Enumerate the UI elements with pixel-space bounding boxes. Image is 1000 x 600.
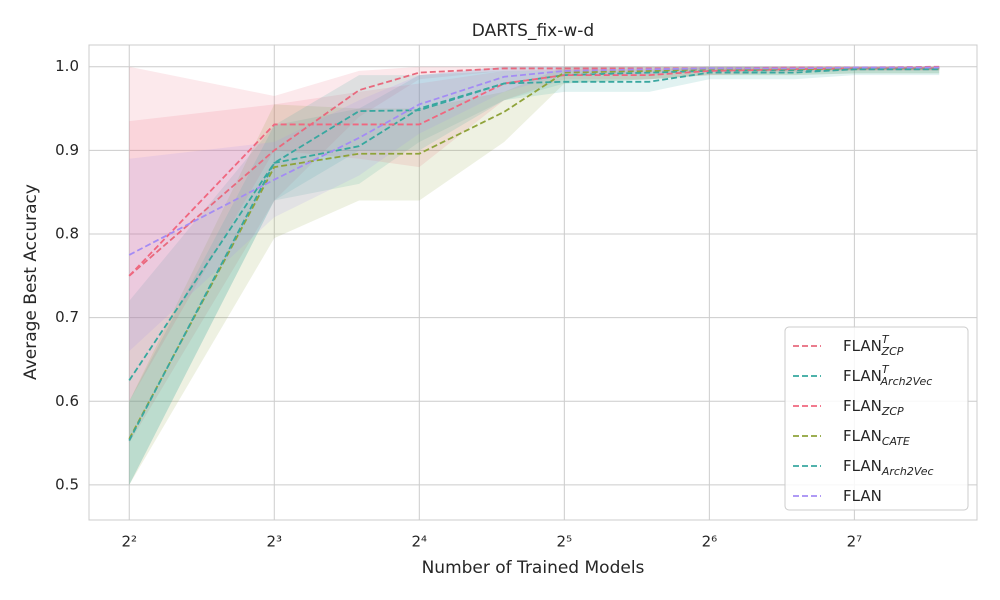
y-tick-label: 0.9 [55,141,79,159]
x-tick-label: 2² [121,533,137,551]
x-tick-label: 2⁶ [702,533,718,551]
legend-label: FLANArch2Vec [843,457,934,479]
x-tick-label: 2³ [266,533,282,551]
legend-subscript: Arch2Vec [881,465,934,478]
legend-name: FLAN [843,367,882,385]
series-line [128,67,940,440]
legend-name: FLAN [843,457,882,475]
series-line [128,65,940,277]
legend-subscript: ZCP [881,405,904,418]
y-tick-label: 1.0 [55,57,79,75]
legend-label: FLANZCP [843,397,904,419]
legend-subscript: CATE [882,435,910,448]
y-tick-label: 0.5 [55,475,79,493]
series-line [128,66,940,256]
series-line [128,68,940,441]
confidence-band [129,66,940,352]
legend-label: FLAN [843,487,882,505]
legend-name: FLAN [843,397,882,415]
legend-label: FLANT ZCP [843,333,904,358]
confidence-band [129,66,940,485]
legend-box [784,326,969,511]
confidence-band [129,66,940,444]
legend-name: FLAN [843,337,882,355]
y-tick-label: 0.6 [55,392,79,410]
y-tick-label: 0.8 [55,224,79,242]
lines [128,65,940,441]
x-tick-label: 2⁷ [847,533,863,551]
legend-label: FLANT Arch2Vec [843,363,932,388]
legend-label: FLANCATE [843,427,910,449]
chart-title: DARTS_fix-w-d [472,21,594,41]
y-tick-label: 0.7 [55,308,79,326]
x-tick-label: 2⁴ [412,533,428,551]
x-tick-label: 2⁵ [557,533,573,551]
legend-superscript: T [882,333,890,346]
legend-name: FLAN [843,487,882,505]
legend-superscript: T [882,363,890,376]
confidence-band [129,66,940,485]
x-axis-label: Number of Trained Models [422,558,645,578]
legend-name: FLAN [843,427,882,445]
y-axis-label: Average Best Accuracy [21,184,41,380]
legend-subscript: ZCP [881,345,904,358]
grid: 2² 2³ 2⁴ 2⁵ 2⁶ 2⁷ 0.5 0.6 0.7 0.8 0.9 1.0 [55,45,977,551]
legend-subscript: Arch2Vec [880,375,933,388]
series-line [128,67,940,277]
